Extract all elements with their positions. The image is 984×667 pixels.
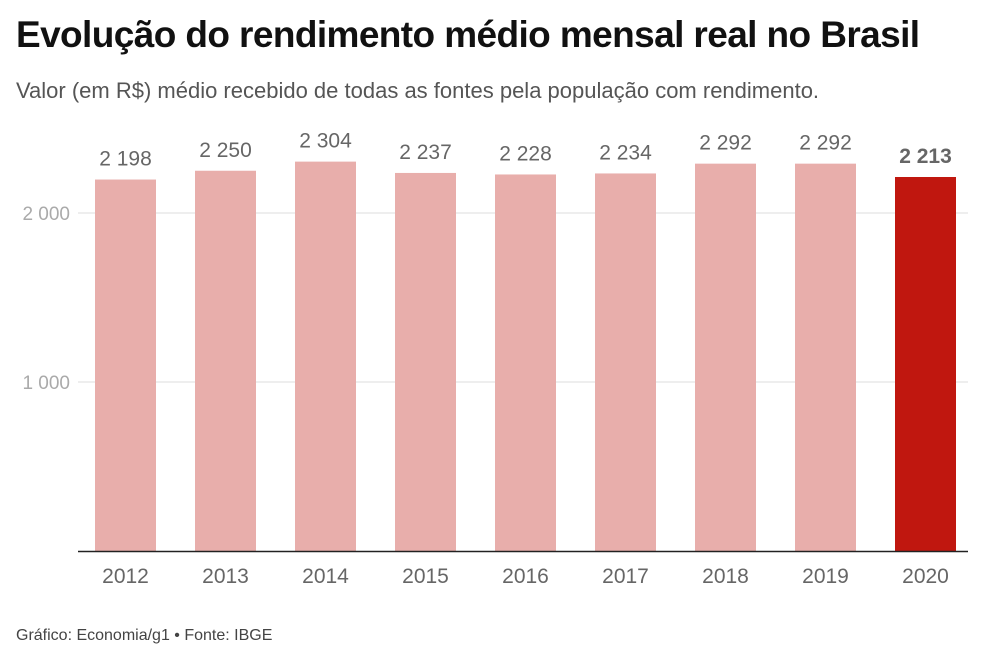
bar-2012 xyxy=(95,179,156,551)
data-label: 2 292 xyxy=(799,132,852,155)
data-label: 2 237 xyxy=(399,141,452,164)
x-tick-label: 2013 xyxy=(202,565,249,588)
y-tick-labels: 1 000 2 000 xyxy=(22,204,70,394)
x-tick-label: 2016 xyxy=(502,565,549,588)
data-label: 2 213 xyxy=(899,145,952,168)
bar-chart: 1 000 2 000 2 198 2 250 2 304 2 237 2 228 2 23… xyxy=(22,130,968,588)
x-tick-label: 2015 xyxy=(402,565,449,588)
data-label: 2 234 xyxy=(599,141,652,164)
bars xyxy=(95,161,956,552)
data-label: 2 304 xyxy=(299,130,352,153)
y-tick-label: 1 000 xyxy=(22,373,70,394)
data-label: 2 292 xyxy=(699,132,752,155)
bar-2015 xyxy=(395,172,456,551)
data-label: 2 198 xyxy=(99,148,152,171)
chart-title: Evolução do rendimento médio mensal real… xyxy=(16,14,920,55)
bar-2019 xyxy=(795,163,856,552)
x-tick-label: 2017 xyxy=(602,565,649,588)
data-label: 2 228 xyxy=(499,142,552,165)
bar-2017 xyxy=(595,173,656,552)
x-tick-label: 2019 xyxy=(802,565,849,588)
x-tick-labels: 2012 2013 2014 2015 2016 2017 2018 2019 2020 xyxy=(102,565,949,588)
bar-2016 xyxy=(495,174,556,551)
bar-2020 xyxy=(895,177,956,552)
bar-2014 xyxy=(295,161,356,551)
data-labels: 2 198 2 250 2 304 2 237 2 228 2 234 2 292 2 292… xyxy=(99,130,952,171)
x-tick-label: 2014 xyxy=(302,565,349,588)
x-tick-label: 2012 xyxy=(102,565,149,588)
x-tick-label: 2020 xyxy=(902,565,949,588)
source-credit: Gráfico: Economia/g1 • Fonte: IBGE xyxy=(16,627,273,644)
data-label: 2 250 xyxy=(199,139,252,162)
y-tick-label: 2 000 xyxy=(22,204,70,225)
bar-2013 xyxy=(195,170,256,551)
bar-2018 xyxy=(695,163,756,552)
x-tick-label: 2018 xyxy=(702,565,749,588)
chart-subtitle: Valor (em R$) médio recebido de todas as… xyxy=(16,78,820,103)
